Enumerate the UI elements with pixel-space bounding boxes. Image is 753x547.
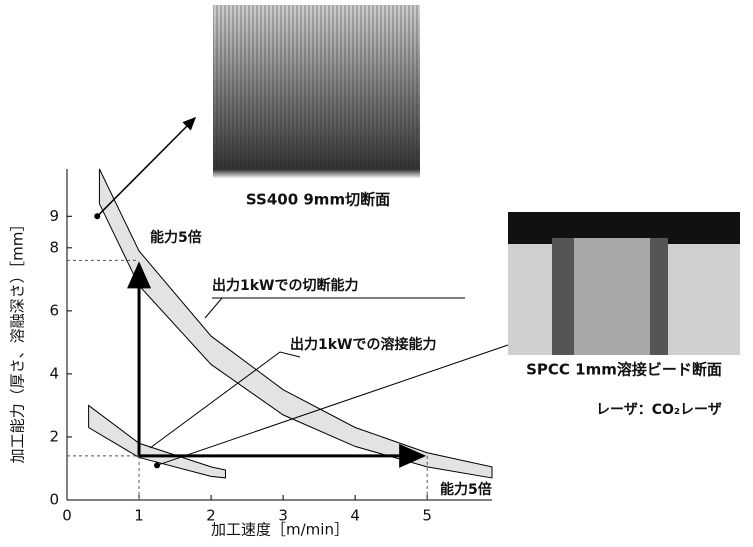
y-tick-label: 0 bbox=[49, 491, 59, 509]
legend-label: 出力1kWでの切断能力 bbox=[212, 277, 359, 294]
arrow-label: 能力5倍 bbox=[150, 229, 202, 246]
x-tick-label: 1 bbox=[134, 507, 144, 525]
point bbox=[94, 213, 100, 219]
point bbox=[154, 462, 160, 468]
leader bbox=[205, 298, 222, 318]
photo-caption: SPCC 1mm溶接ビード断面 bbox=[526, 361, 722, 379]
y-tick-label: 9 bbox=[49, 207, 59, 225]
legend-label: 出力1kWでの溶接能力 bbox=[290, 336, 437, 353]
x-tick-label: 3 bbox=[278, 507, 288, 525]
photo-link bbox=[97, 118, 195, 216]
figure: SS400 9mm切断面 SPCC 1mm溶接ビード断面 レーザ：CO₂レーザ … bbox=[0, 0, 753, 547]
x-tick-label: 4 bbox=[350, 507, 360, 525]
y-axis-label: 加工能力（厚さ、溶融深さ）［mm］ bbox=[9, 217, 27, 464]
y-tick-label: 4 bbox=[49, 364, 59, 382]
y-tick-label: 8 bbox=[49, 238, 59, 256]
photo-weld bbox=[508, 212, 740, 355]
band bbox=[99, 169, 492, 478]
x-tick-label: 2 bbox=[206, 507, 216, 525]
x-tick-label: 0 bbox=[62, 507, 72, 525]
y-tick-label: 6 bbox=[49, 301, 59, 319]
arrow-label: 能力5倍 bbox=[440, 481, 492, 498]
photo-caption: SS400 9mm切断面 bbox=[246, 191, 390, 209]
note: レーザ：CO₂レーザ bbox=[596, 402, 722, 418]
y-tick-label: 2 bbox=[49, 427, 59, 445]
x-tick-label: 5 bbox=[422, 507, 432, 525]
photo-cut bbox=[213, 5, 420, 178]
